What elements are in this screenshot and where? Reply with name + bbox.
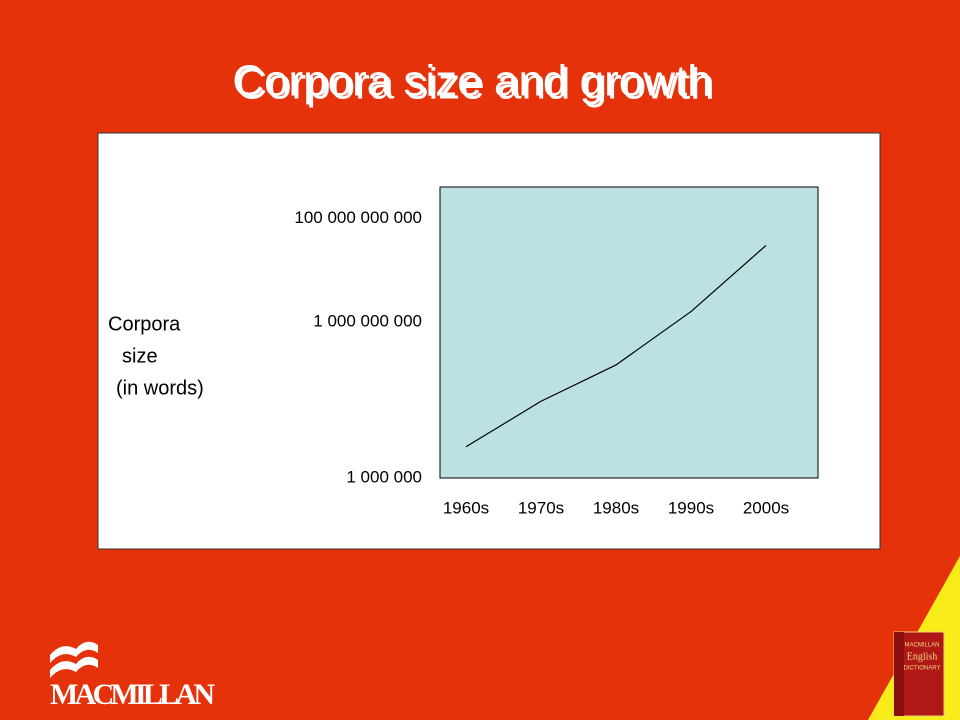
y-axis-label: size xyxy=(122,345,158,367)
logo-mark xyxy=(50,641,98,678)
y-axis-label: (in words) xyxy=(116,377,204,399)
title-shadow: Corpora size and growth xyxy=(235,60,714,109)
x-tick-label: 1980s xyxy=(593,498,639,517)
book-text: English xyxy=(907,651,938,662)
x-tick-label: 1970s xyxy=(518,498,564,517)
y-axis-label: Corpora xyxy=(108,313,181,335)
logo-text: MACMILLAN xyxy=(50,678,215,711)
x-tick-label: 1990s xyxy=(668,498,714,517)
data-line xyxy=(465,244,767,448)
book-text: DICTIONARY xyxy=(904,666,941,672)
logo: MACMILLAN xyxy=(50,641,215,711)
x-tick-label: 1960s xyxy=(443,498,489,517)
y-tick-label: 1 000 000 xyxy=(346,467,422,486)
book-text: MACMILLAN xyxy=(904,643,939,649)
x-tick-label: 2000s xyxy=(743,498,789,517)
plot-area xyxy=(439,186,819,479)
book: MACMILLAN English DICTIONARY xyxy=(893,631,945,717)
book-spine xyxy=(894,632,904,716)
y-tick-label: 100 000 000 000 xyxy=(294,208,422,227)
chart-title: Corpora size and growth xyxy=(232,57,711,106)
y-tick-label: 1 000 000 000 xyxy=(313,312,422,331)
